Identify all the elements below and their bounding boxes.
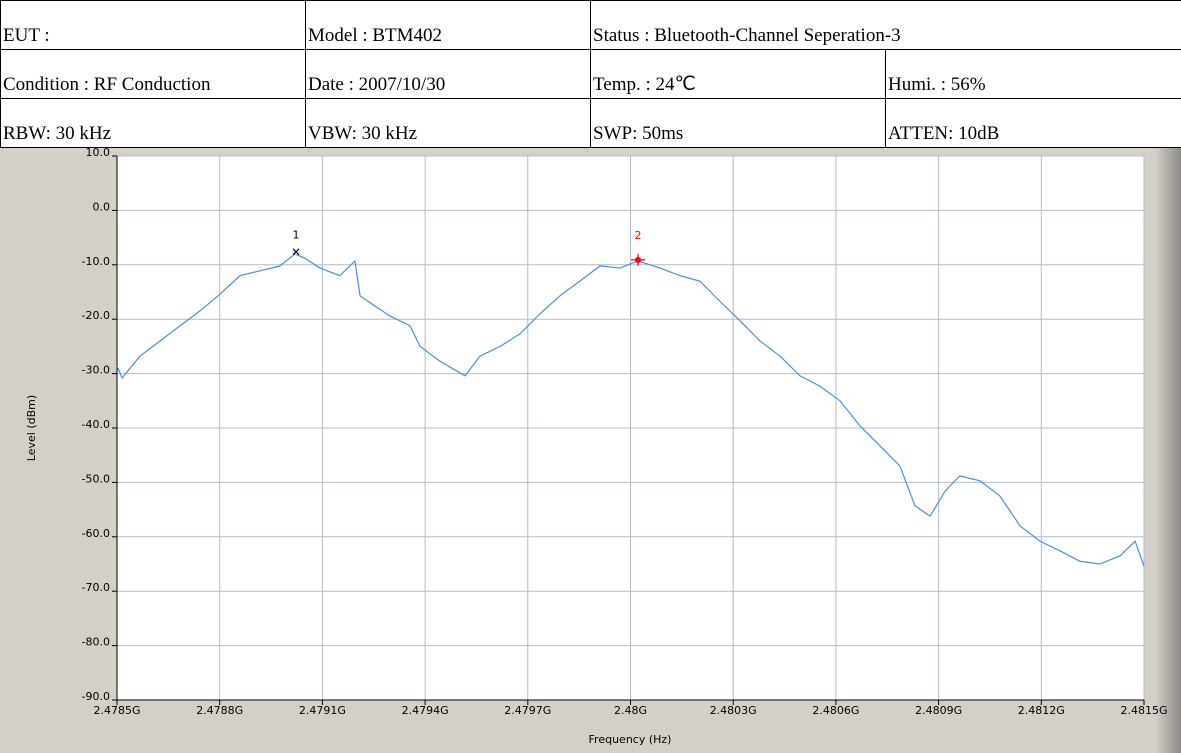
- marker-label: 2: [635, 229, 642, 242]
- cell: SWP: 50ms: [590, 98, 886, 148]
- y-tick-label: -50.0: [82, 472, 110, 485]
- x-tick-label: 2.4797G: [504, 704, 551, 717]
- x-tick-label: 2.4803G: [710, 704, 757, 717]
- x-tick-label: 2.4791G: [299, 704, 346, 717]
- y-tick-label: -80.0: [82, 636, 110, 649]
- marker: [292, 248, 300, 256]
- header-table: EUT : Model : BTM402 Status : Bluetooth-…: [0, 0, 1181, 148]
- chart-edge: [1155, 148, 1181, 753]
- y-tick-label: -60.0: [82, 527, 110, 540]
- x-tick-label: 2.4812G: [1018, 704, 1065, 717]
- cell: ATTEN: 10dB: [885, 98, 1181, 148]
- x-tick-label: 2.4794G: [402, 704, 449, 717]
- cell: Model : BTM402: [305, 0, 591, 50]
- x-tick-label: 2.4785G: [93, 704, 140, 717]
- y-axis-label: Level (dBm): [25, 395, 38, 461]
- y-tick-label: -70.0: [82, 581, 110, 594]
- cell: Temp. : 24℃: [590, 49, 886, 99]
- row: EUT : Model : BTM402 Status : Bluetooth-…: [0, 0, 1181, 50]
- y-tick-label: -30.0: [82, 364, 110, 377]
- y-tick-label: -40.0: [82, 418, 110, 431]
- x-tick-label: 2.48G: [614, 704, 647, 717]
- marker-label: 1: [293, 229, 300, 242]
- cell: Status : Bluetooth-Channel Seperation-3: [590, 0, 1181, 50]
- x-axis-label: Frequency (Hz): [589, 733, 672, 746]
- y-tick-label: 10.0: [86, 148, 111, 159]
- cell: Condition : RF Conduction: [0, 49, 306, 99]
- y-tick-label: -90.0: [82, 690, 110, 703]
- row: Condition : RF Conduction Date : 2007/10…: [0, 49, 1181, 99]
- x-tick-label: 2.4788G: [196, 704, 243, 717]
- cell: Date : 2007/10/30: [305, 49, 591, 99]
- cell: VBW: 30 kHz: [305, 98, 591, 148]
- y-tick-label: -10.0: [82, 255, 110, 268]
- row: RBW: 30 kHz VBW: 30 kHz SWP: 50ms ATTEN:…: [0, 98, 1181, 148]
- trace: [116, 253, 1145, 567]
- cell: Humi. : 56%: [885, 49, 1181, 99]
- x-tick-label: 2.4809G: [915, 704, 962, 717]
- y-tick-label: 0.0: [93, 200, 111, 213]
- cell: RBW: 30 kHz: [0, 98, 306, 148]
- cell: EUT :: [0, 0, 306, 50]
- x-tick-label: 2.4806G: [812, 704, 859, 717]
- y-tick-label: -20.0: [82, 309, 110, 322]
- marker-dot: [635, 256, 642, 263]
- chart: Level (dBm) Frequency (Hz) 10.0 0.0 -10.0 -…: [0, 148, 1181, 753]
- x-tick-label: 2.4815G: [1120, 704, 1167, 717]
